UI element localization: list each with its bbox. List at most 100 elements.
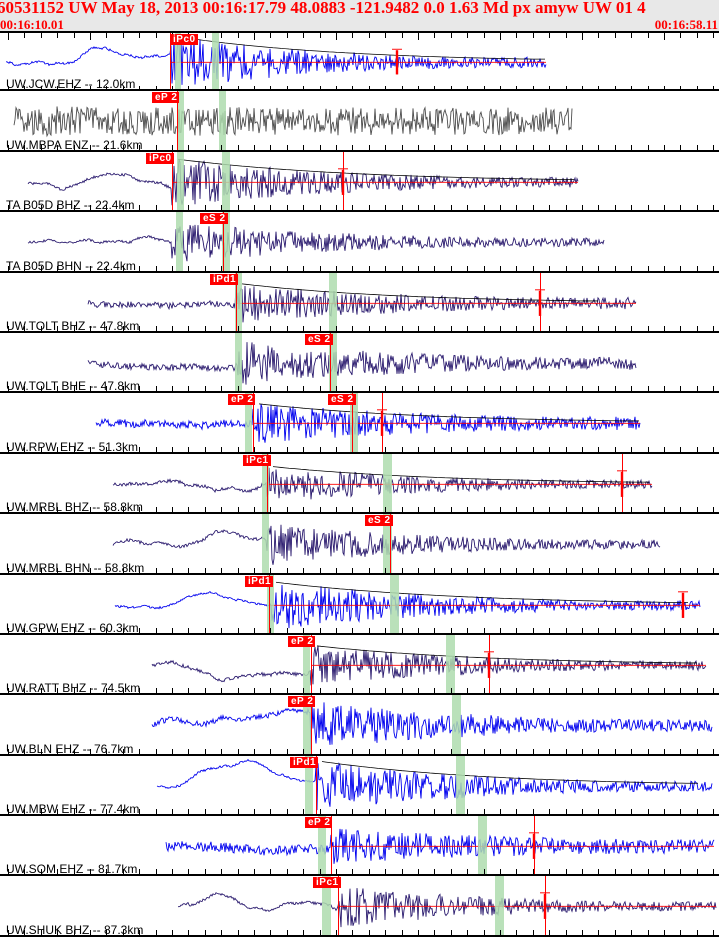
pick-line[interactable] [382, 393, 383, 452]
station-label: UW.RPW EHZ -- 51.3km [6, 439, 139, 454]
theoretical-arrival-band [452, 695, 461, 754]
pick-flag[interactable]: iPd1 [290, 756, 319, 768]
theoretical-arrival-band [495, 876, 504, 935]
pick-line[interactable] [534, 816, 535, 875]
waveform-trace [156, 758, 713, 810]
pick-line[interactable] [338, 876, 339, 935]
trace-row[interactable]: eS 2 UW.TOLT BHE -- 47.8km [0, 332, 719, 394]
station-label: UW.SHUK BHZ -- 87.3km [6, 922, 144, 937]
theoretical-arrival-band [222, 151, 230, 211]
pick-line[interactable] [236, 272, 237, 331]
time-axis-ticks [0, 265, 719, 271]
pick-flag[interactable]: eS 2 [365, 515, 393, 527]
pick-flag[interactable]: eP 2 [228, 394, 256, 406]
waveform-trace [151, 702, 713, 750]
time-axis-ticks [0, 33, 719, 40]
pick-line[interactable] [170, 33, 171, 90]
amplitude-marker [171, 48, 546, 75]
pick-line[interactable] [269, 574, 270, 633]
pick-flag[interactable]: eS 2 [200, 213, 228, 225]
pick-flag[interactable]: iPc0 [170, 34, 198, 45]
pick-flag[interactable]: eP 2 [305, 817, 333, 829]
theoretical-arrival-band [222, 212, 230, 271]
time-axis-ticks [0, 144, 719, 150]
pick-line[interactable] [177, 91, 178, 150]
theoretical-arrival-band [219, 91, 226, 150]
trace-row[interactable]: eS 2 TA B05D BHN -- 22.4km [0, 212, 719, 273]
pick-line[interactable] [489, 634, 490, 694]
theoretical-arrival-band [446, 634, 455, 694]
trace-row[interactable]: iPc1 UW.SHUK BHZ -- 87.3km [0, 876, 719, 937]
theoretical-arrival-band [175, 33, 181, 90]
theoretical-arrival-band [177, 151, 184, 211]
pick-line[interactable] [545, 876, 546, 935]
trace-row[interactable]: iPc1 UW.MRBL BHZ -- 58.8km [0, 453, 719, 515]
time-axis-ticks [0, 86, 719, 90]
pick-flag[interactable]: iPd1 [245, 575, 274, 587]
time-axis-ticks [0, 809, 719, 815]
pick-line[interactable] [540, 272, 541, 331]
trace-row[interactable]: iPd1 UW.GPW EHZ -- 60.3km [0, 574, 719, 635]
pick-flag[interactable]: eP 2 [288, 635, 316, 647]
window-end-time: 00:16:58.11 [654, 17, 718, 32]
header-bar: 60531152 UW May 18, 2013 00:16:17.79 48.… [0, 0, 719, 32]
pick-line[interactable] [253, 393, 254, 452]
time-axis-ticks [0, 748, 719, 754]
pick-flag[interactable]: eP 2 [152, 92, 180, 104]
window-start-time: 00:16:10.01 [0, 17, 64, 32]
time-axis-ticks [0, 929, 719, 935]
pick-flag[interactable]: iPc1 [313, 877, 341, 889]
station-label: TA B05D BHZ -- 22.4km [6, 198, 135, 213]
theoretical-arrival-band [303, 695, 311, 754]
waveform-trace [6, 36, 547, 85]
theoretical-arrival-band [235, 272, 242, 331]
pick-line[interactable] [330, 332, 331, 392]
trace-row[interactable]: iPc0 UW.JCW.EHZ -- 12.0km [0, 31, 719, 92]
time-axis-ticks [0, 446, 719, 452]
pick-flag[interactable]: eS 2 [328, 394, 356, 406]
pick-line[interactable] [267, 453, 268, 513]
pick-line[interactable] [311, 695, 312, 754]
pick-line[interactable] [390, 514, 391, 573]
pick-flag[interactable]: iPc0 [146, 152, 174, 164]
theoretical-arrival-band [383, 514, 392, 573]
station-label: UW.MRBL BHN -- 58.8km [6, 560, 145, 575]
pick-flag[interactable]: eS 2 [305, 333, 333, 345]
trace-row[interactable]: eP 2 UW.BLN EHZ -- 76.7km [0, 695, 719, 756]
event-summary-line: 60531152 UW May 18, 2013 00:16:17.79 48.… [0, 0, 646, 17]
station-label: UW.RATT BHZ -- 74.5km [6, 681, 141, 696]
time-axis-ticks [0, 205, 719, 211]
pick-line[interactable] [352, 393, 353, 452]
trace-row[interactable]: eP 2 UW.MBPA ENZ -- 21.6km [0, 91, 719, 152]
station-label: UW.MRBL BHZ -- 58.8km [6, 500, 143, 515]
theoretical-arrival-band [176, 212, 183, 271]
pick-flag[interactable]: iPd1 [210, 273, 239, 285]
pick-line[interactable] [316, 755, 317, 815]
trace-row[interactable]: eP 2 UW.RATT BHZ -- 74.5km [0, 634, 719, 696]
theoretical-arrival-band [262, 453, 269, 513]
pick-line[interactable] [311, 634, 312, 694]
pick-line[interactable] [172, 151, 173, 211]
theoretical-arrival-band [329, 272, 337, 331]
time-axis-ticks [0, 386, 719, 392]
station-label: UW.TOLT BHE -- 47.8km [6, 379, 141, 394]
station-label: UW.JCW.EHZ -- 12.0km [6, 77, 136, 92]
pick-line[interactable] [622, 453, 623, 513]
theoretical-arrival-band [212, 33, 219, 90]
waveform-trace [13, 106, 573, 138]
trace-row[interactable]: eP 2 UW.SQM EHZ -- 81.7km [0, 816, 719, 877]
trace-row[interactable]: iPd1 UW.TOLT BHZ -- 47.8km [0, 272, 719, 333]
trace-row[interactable]: eS 2 UW.MRBL BHN -- 58.8km [0, 514, 719, 575]
time-axis-ticks [0, 627, 719, 633]
pick-flag[interactable]: iPc1 [243, 454, 271, 466]
pick-line[interactable] [223, 212, 224, 271]
pick-flag[interactable]: eP 2 [288, 696, 316, 708]
trace-row[interactable]: eP 2 eS 2 UW.RPW EHZ -- 51.3km [0, 393, 719, 454]
trace-panel[interactable]: iPc0 UW.JCW.EHZ -- 12.0km eP 2 UW.MBPA ENZ … [0, 31, 719, 938]
pick-line[interactable] [331, 816, 332, 875]
time-axis-ticks [0, 507, 719, 513]
station-label: UW.GPW EHZ -- 60.3km [6, 620, 139, 635]
trace-row[interactable]: iPc0 TA B05D BHZ -- 22.4km [0, 151, 719, 213]
trace-row[interactable]: iPd1 UW.MBW EHZ -- 77.4km [0, 755, 719, 817]
pick-line[interactable] [343, 151, 344, 211]
